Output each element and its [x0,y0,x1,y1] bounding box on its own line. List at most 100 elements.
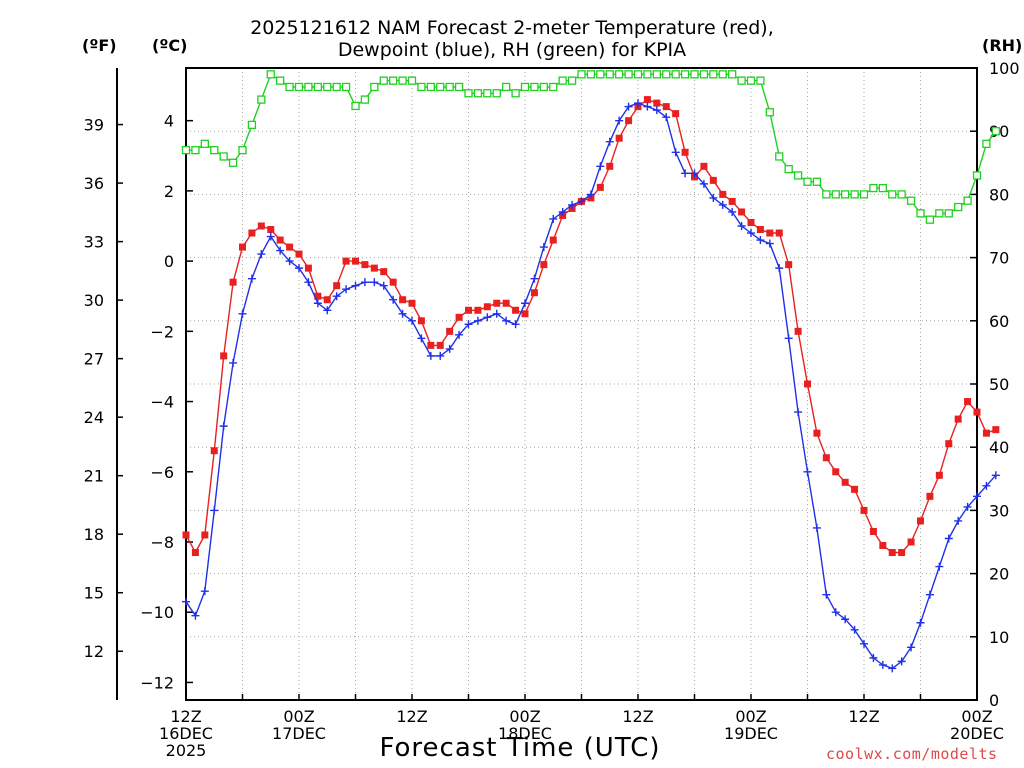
dewpoint-point [709,193,718,202]
rh-tick-label: 80 [989,185,1009,204]
rh-point [916,209,925,218]
temperature-point [229,278,237,286]
rh-point [605,70,614,79]
rh-point [426,82,435,92]
rh-point [370,82,379,92]
temperature-point [493,299,501,307]
temperature-point [672,110,680,118]
temperature-point [841,478,849,486]
dewpoint-point [577,197,586,206]
dewpoint-point [869,653,878,662]
data-series [181,70,1000,673]
dewpoint-point [558,207,567,216]
rh-point [539,82,548,92]
temperature-line [185,98,997,554]
dewpoint-point [473,316,482,325]
rh-point [379,76,388,85]
rh-tick-label: 40 [989,438,1009,457]
fahrenheit-tick-label: 36 [84,174,104,193]
rh-point [737,76,746,85]
dewpoint-point [850,625,859,634]
rh-point [219,152,228,161]
fahrenheit-tick-label: 24 [84,408,104,427]
temperature-point [926,492,934,500]
temperature-point [276,236,284,244]
rh-point [417,82,426,92]
dewpoint-point [888,664,897,673]
rh-point [662,70,671,79]
temperature-point [427,341,435,349]
temperature-point [191,549,199,557]
rh-point [784,164,793,174]
dewpoint-point [379,281,388,290]
rh-point [718,70,727,79]
dewpoint-point [417,334,426,343]
temperature-point [248,229,256,237]
rh-tick-label: 70 [989,249,1009,268]
rh-point [511,89,520,98]
dewpoint-point [191,611,200,620]
temperature-point [747,218,755,226]
dewpoint-point [690,169,699,178]
dewpoint-point [822,590,831,599]
temperature-point [352,257,359,265]
temperature-point [596,183,604,191]
rh-point [982,139,991,148]
dewpoint-point [860,639,868,648]
dewpoint-point [332,292,341,301]
temperature-point [822,454,830,462]
dewpoint-point [549,214,558,223]
dewpoint-point [229,358,238,367]
temperature-point [982,429,990,437]
temperature-point [342,257,350,265]
temperature-point [483,303,491,311]
temperature-point [851,485,859,493]
rh-unit-label: (RH) [982,36,1023,55]
fahrenheit-tick-label: 27 [84,350,104,369]
dewpoint-point [718,200,727,209]
fahrenheit-tick-label: 12 [84,642,104,661]
x-tick-label: 12Z 16DEC 2025 [159,707,213,760]
rh-point [615,70,624,79]
dewpoint-point [841,615,850,624]
rh-point [360,95,370,104]
rh-point [633,70,643,79]
dewpoint-point [219,422,228,431]
dewpoint-point [323,306,332,315]
dewpoint-point [370,278,379,287]
temperature-point [794,327,802,335]
temperature-point [804,380,811,388]
dewpoint-point [521,299,529,308]
dewpoint-point [492,309,501,318]
fahrenheit-tick-label: 39 [84,116,104,135]
dewpoint-point [483,313,492,322]
rh-point [294,82,304,92]
temperature-point [935,471,943,479]
dewpoint-point [342,285,351,294]
dewpoint-point [963,502,972,511]
temperature-point [907,538,915,546]
rh-point [643,70,652,79]
dewpoint-point [398,309,407,318]
dewpoint-point [455,330,464,339]
celsius-tick-label: 2 [164,182,174,201]
dewpoint-point [389,295,398,304]
rh-tick-label: 0 [989,691,999,710]
celsius-unit-label: (ºC) [152,36,188,55]
rh-point [775,152,784,161]
dewpoint-point [539,243,548,252]
dewpoint-point [671,148,680,157]
temperature-point [615,134,623,142]
temperature-point [210,447,218,455]
temperature-point [304,264,312,272]
tick-labels: 420−2−4−6−8−10−1239363330272421181512010… [84,59,1020,760]
rh-tick-label: 30 [989,501,1009,520]
temperature-point [813,429,821,437]
temperature-point [625,117,633,125]
dewpoint-point [662,113,671,122]
temperature-point [964,398,972,406]
rh-point [276,76,285,85]
temperature-point [389,278,397,286]
temperature-point [643,96,651,104]
temperature-point [408,299,416,307]
